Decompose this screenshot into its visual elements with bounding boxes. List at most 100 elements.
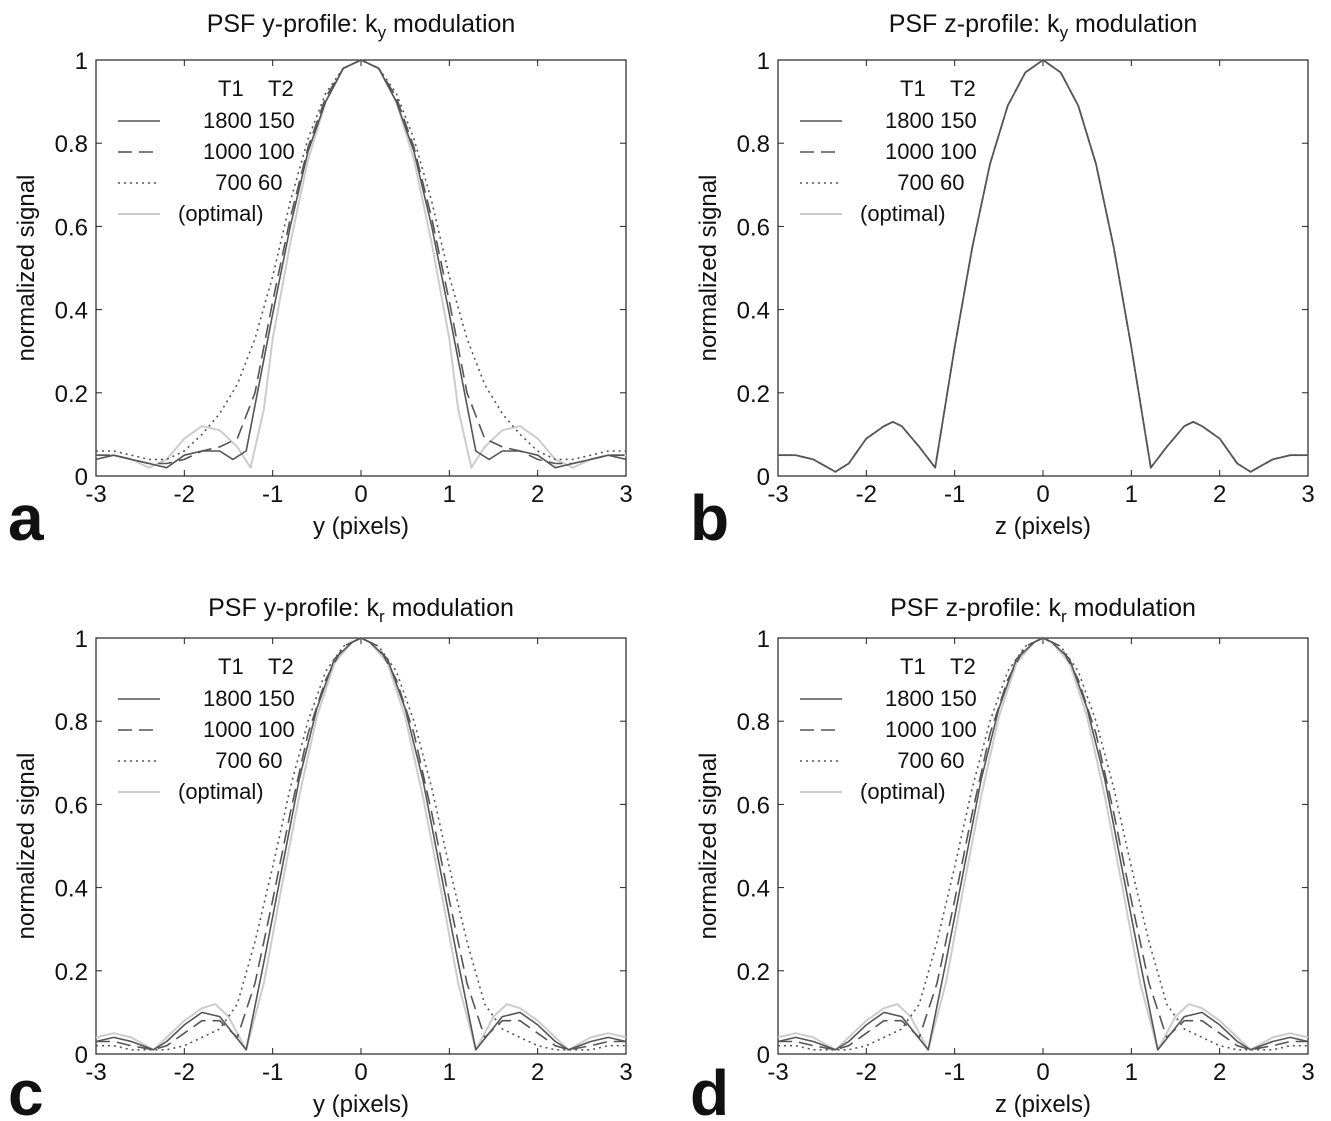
legend-t1-value: 1800	[203, 686, 252, 711]
series-line-light	[96, 59, 626, 469]
legend-t2-value: 60	[258, 170, 282, 195]
title-subscript: y	[378, 23, 387, 42]
x-tick-label: -3	[85, 1059, 106, 1086]
x-tick-label: -3	[767, 481, 788, 508]
legend-t2-value: 60	[940, 748, 964, 773]
y-tick-label: 0.2	[55, 381, 88, 408]
y-axis-label: normalized signal	[695, 175, 722, 362]
y-tick-label: 0.6	[55, 792, 88, 819]
axes-frame	[777, 59, 1309, 477]
legend-label: (optimal)	[178, 779, 264, 804]
panel-letter: c	[8, 1057, 44, 1121]
panel-a: PSF y-profile: ky modulation -3 -2 -1 0 1 2 3 0 0…	[8, 10, 633, 554]
title-text: PSF z-profile: k	[890, 594, 1061, 622]
legend-t2-value: 150	[258, 108, 295, 133]
y-tick-label: 0.2	[737, 381, 770, 408]
title-text-rest: modulation	[385, 594, 514, 622]
legend-t2-value: 100	[258, 139, 295, 164]
title-text-rest: modulation	[1068, 10, 1197, 38]
y-tick-label: 0.8	[55, 131, 88, 158]
x-tick-label: -1	[944, 1059, 965, 1086]
x-tick-label: 2	[531, 1059, 544, 1086]
legend-t2-value: 60	[258, 748, 282, 773]
legend-header-t2: T2	[268, 654, 294, 679]
x-tick-label: -3	[85, 481, 106, 508]
series-line-dashed	[96, 59, 626, 465]
legend-t2-value: 60	[940, 170, 964, 195]
x-tick-label: -2	[856, 481, 877, 508]
y-tick-label: 0.4	[55, 876, 88, 903]
series-line-solid	[95, 59, 627, 469]
series-line-solid	[95, 637, 627, 1051]
legend-t2-value: 100	[940, 139, 977, 164]
legend-t1-value: 1000	[203, 139, 252, 164]
legend-header-t1: T1	[900, 654, 926, 679]
x-tick-label: -1	[262, 1059, 283, 1086]
title-subscript: r	[1061, 607, 1067, 626]
chart-title: PSF y-profile: kr modulation	[208, 594, 514, 626]
y-tick-label: 1	[75, 48, 88, 75]
legend-t1-value: 700	[215, 748, 252, 773]
y-tick-label: 0.4	[55, 298, 88, 325]
x-tick-label: 0	[354, 481, 367, 508]
legend-t1-value: 1000	[203, 717, 252, 742]
series-line-solid	[778, 59, 1308, 473]
axes-frame	[777, 637, 1309, 1055]
legend-t1-value: 1800	[885, 686, 934, 711]
x-axis-label: z (pixels)	[995, 513, 1091, 540]
legend-t2-value: 150	[940, 108, 977, 133]
y-tick-label: 1	[75, 626, 88, 653]
x-tick-label: 1	[1125, 481, 1138, 508]
legend-header-t2: T2	[268, 76, 294, 101]
y-tick-label: 0.4	[737, 876, 770, 903]
x-tick-label: 0	[354, 1059, 367, 1086]
x-tick-label: 2	[1213, 481, 1226, 508]
panel-letter: b	[690, 482, 729, 554]
legend-t2-value: 100	[258, 717, 295, 742]
legend-label: (optimal)	[860, 201, 946, 226]
x-axis-label: z (pixels)	[995, 1091, 1091, 1118]
legend-t2-value: 150	[258, 686, 295, 711]
y-tick-label: 0	[757, 1042, 770, 1069]
x-tick-label: 2	[1213, 1059, 1226, 1086]
series-line-light	[778, 59, 1308, 473]
y-tick-label: 0.8	[55, 709, 88, 736]
y-tick-label: 0	[757, 464, 770, 491]
series-line-dotted	[96, 59, 626, 461]
axes-frame	[95, 59, 627, 477]
x-tick-label: -2	[174, 481, 195, 508]
chart-title: PSF y-profile: ky modulation	[207, 10, 516, 42]
legend-t1-value: 1800	[885, 108, 934, 133]
series-line-dotted	[778, 59, 1308, 473]
legend-header-t2: T2	[950, 76, 976, 101]
x-tick-label: 3	[1301, 481, 1314, 508]
x-tick-label: 3	[619, 1059, 632, 1086]
series-line-dashed	[96, 637, 626, 1051]
panel-b: PSF z-profile: ky modulation -3 -2 -1 0 1 2 3 0 0…	[690, 10, 1315, 554]
panel-d: PSF z-profile: kr modulation -3 -2 -1 0 1 2 3 0 0…	[690, 594, 1315, 1121]
y-tick-label: 0.6	[55, 214, 88, 241]
y-tick-label: 0.2	[737, 959, 770, 986]
y-axis-label: normalized signal	[13, 753, 40, 940]
y-tick-label: 0	[75, 1042, 88, 1069]
x-tick-label: 2	[531, 481, 544, 508]
legend-t1-value: 700	[897, 748, 934, 773]
y-tick-label: 0.8	[737, 709, 770, 736]
x-axis-label: y (pixels)	[313, 513, 409, 540]
y-tick-label: 0	[75, 464, 88, 491]
series-line-dotted	[96, 637, 626, 1051]
chart-title: PSF z-profile: ky modulation	[889, 10, 1198, 42]
y-axis-label: normalized signal	[695, 753, 722, 940]
title-text: PSF y-profile: k	[208, 594, 379, 622]
x-tick-label: 3	[619, 481, 632, 508]
y-tick-label: 0.6	[737, 214, 770, 241]
x-axis-label: y (pixels)	[313, 1091, 409, 1118]
legend-label: (optimal)	[178, 201, 264, 226]
legend-t2-value: 150	[940, 686, 977, 711]
chart-title: PSF z-profile: kr modulation	[890, 594, 1196, 626]
legend-t1-value: 700	[897, 170, 934, 195]
legend-header-t2: T2	[950, 654, 976, 679]
title-subscript: r	[379, 607, 385, 626]
